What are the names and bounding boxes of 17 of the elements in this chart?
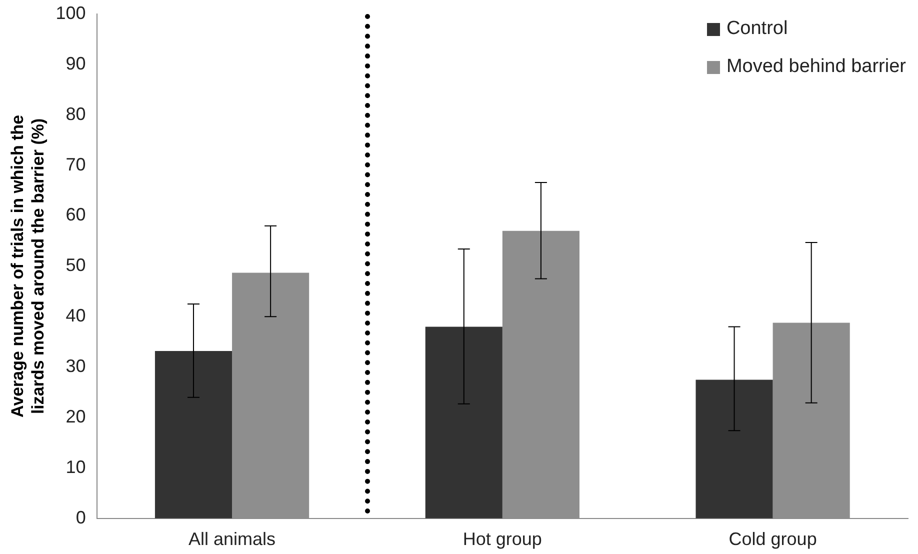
y-tick-label: 80 <box>66 104 86 124</box>
y-tick-label: 90 <box>66 53 86 74</box>
y-tick-label: 100 <box>56 2 86 23</box>
legend-label: Control <box>726 18 788 40</box>
x-tick-label: Cold group <box>728 529 817 550</box>
y-tick-label: 70 <box>66 154 86 174</box>
y-tick-label: 40 <box>66 306 86 326</box>
y-tick-label: 30 <box>66 356 86 376</box>
x-tick-label: All animals <box>188 529 276 550</box>
y-tick-label: 50 <box>66 255 86 276</box>
y-tick-label: 10 <box>66 456 86 477</box>
y-tick-label: 20 <box>66 406 86 426</box>
y-tick-label: 60 <box>66 204 86 225</box>
x-tick-label: Hot group <box>462 529 542 550</box>
y-axis-title: Average number of trials in which the lizards moved around the barrier (%) <box>8 114 48 418</box>
y-tick-label: 0 <box>76 507 86 528</box>
legend-label: Moved behind barrier <box>726 56 906 78</box>
